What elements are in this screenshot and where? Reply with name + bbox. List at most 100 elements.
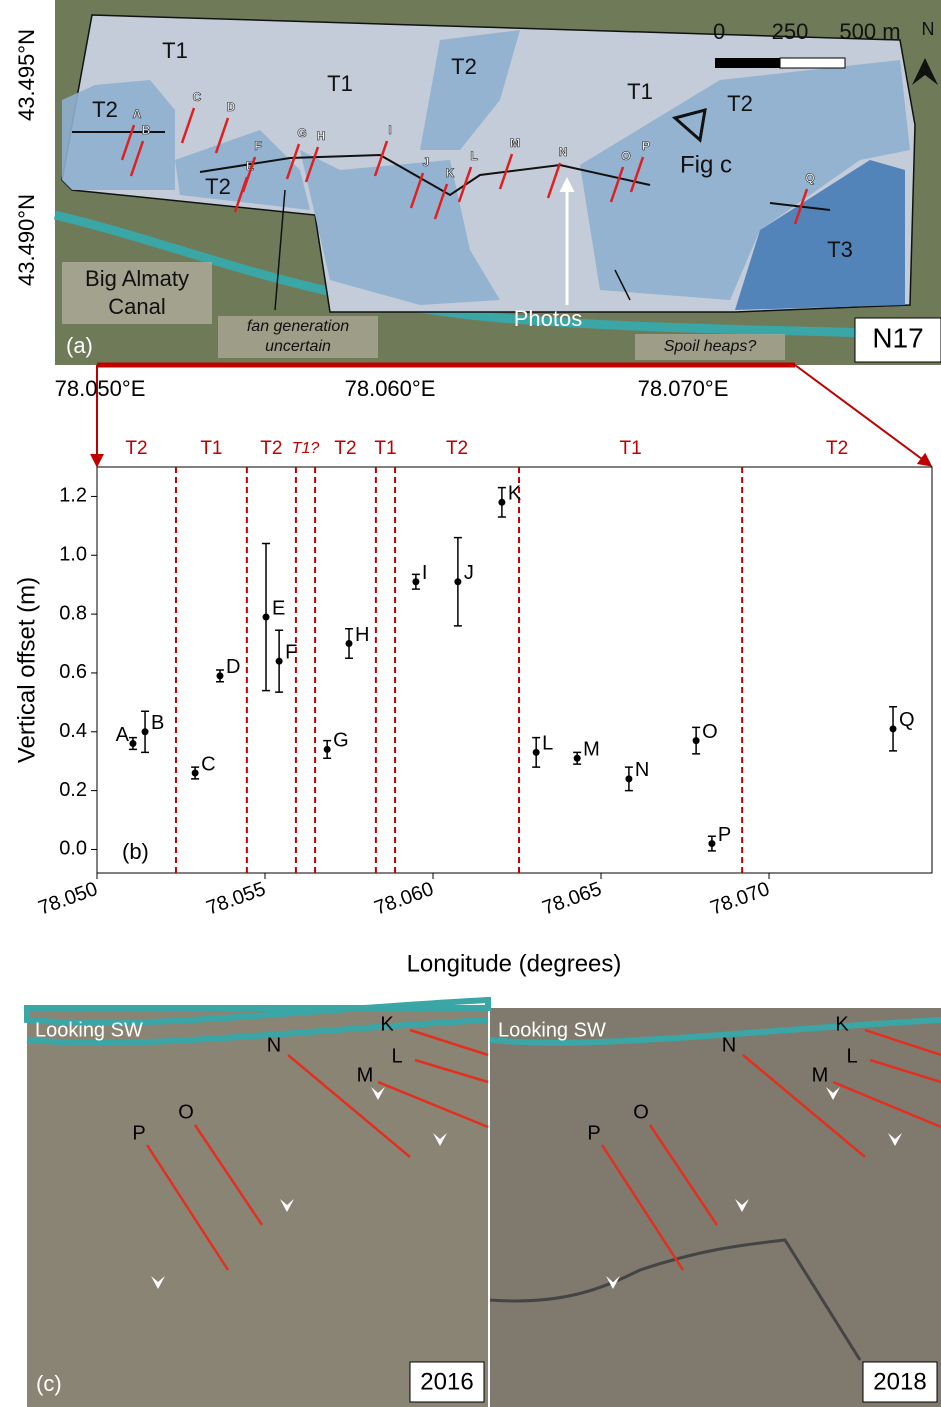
fault-label: F xyxy=(254,139,261,153)
data-point xyxy=(693,737,700,744)
y-tick-label: 0.2 xyxy=(59,779,87,801)
point-label: D xyxy=(226,656,240,678)
terrace-label: T1 xyxy=(627,79,653,104)
point-label: G xyxy=(333,730,349,752)
photo-fault-label: P xyxy=(132,1122,145,1144)
terrace-label: T1 xyxy=(327,71,353,96)
point-label: M xyxy=(583,739,600,761)
photo-fault-label: K xyxy=(380,1013,394,1035)
terrace-label: T2 xyxy=(451,54,477,79)
data-point xyxy=(454,578,461,585)
point-label: P xyxy=(718,824,731,846)
x-tick-label: 78.050 xyxy=(36,878,101,920)
extent-arrow xyxy=(795,365,930,465)
fault-label: J xyxy=(423,155,430,169)
photo-year: 2016 xyxy=(420,1368,473,1395)
fault-label: C xyxy=(193,90,202,104)
point-label: J xyxy=(464,562,474,584)
photo-2018 xyxy=(490,1008,941,1407)
data-point xyxy=(574,755,581,762)
y-tick-label: 0.6 xyxy=(59,661,87,683)
lon-label: 78.060°E xyxy=(345,376,436,401)
terrace-label: T1 xyxy=(162,38,188,63)
data-point xyxy=(412,578,419,585)
lat-label: 43.495°N xyxy=(14,29,39,121)
canal-label: Big Almaty xyxy=(85,266,189,291)
lat-label: 43.490°N xyxy=(14,194,39,286)
data-point xyxy=(533,749,540,756)
fault-label: I xyxy=(388,123,391,137)
point-label: E xyxy=(272,597,285,619)
terrace-label: T2 xyxy=(727,91,753,116)
segment-label: T1 xyxy=(619,438,641,459)
photo-fault-label: N xyxy=(722,1034,736,1056)
figure: (b) Longitude (degrees) Vertical offset … xyxy=(0,0,941,1407)
point-label: B xyxy=(151,712,164,734)
point-label: K xyxy=(508,483,522,505)
x-tick-label: 78.055 xyxy=(204,878,269,920)
terrace-t2 xyxy=(62,80,175,190)
site-label: N17 xyxy=(872,322,923,353)
point-label: N xyxy=(635,759,649,781)
x-axis-title: Longitude (degrees) xyxy=(407,950,622,977)
fan-note: fan generation xyxy=(247,318,349,335)
segment-label: T2 xyxy=(334,438,356,459)
lon-label: 78.050°E xyxy=(55,376,146,401)
data-point xyxy=(129,740,136,747)
terrace-label: T2 xyxy=(92,97,118,122)
data-point xyxy=(708,840,715,847)
point-label: O xyxy=(702,721,718,743)
photo-year: 2018 xyxy=(873,1368,926,1395)
fault-label: L xyxy=(470,149,477,163)
photo-fault-label: O xyxy=(633,1101,649,1123)
terrace-label: T3 xyxy=(827,237,853,262)
photo-fault-label: L xyxy=(846,1045,857,1067)
segment-label: T2 xyxy=(260,438,282,459)
y-tick-label: 1.0 xyxy=(59,544,87,566)
photo-2016 xyxy=(27,1008,488,1407)
data-point xyxy=(324,746,331,753)
north-label: N xyxy=(922,19,935,39)
fault-label: M xyxy=(510,136,520,150)
fault-label: Q xyxy=(805,171,814,185)
segment-label: T1 xyxy=(374,438,396,459)
y-tick-label: 0.4 xyxy=(59,720,87,742)
panel-label: (b) xyxy=(122,839,149,864)
segment-label: T2 xyxy=(826,438,848,459)
x-tick-label: 78.070 xyxy=(708,878,773,920)
point-label: H xyxy=(355,624,369,646)
segment-label: T1? xyxy=(292,440,320,457)
point-label: L xyxy=(542,733,553,755)
canal-label: Canal xyxy=(108,294,165,319)
fault-label: G xyxy=(297,126,306,140)
segment-label: T1 xyxy=(200,438,222,459)
segment-label: T2 xyxy=(125,438,147,459)
photo-heading: Looking SW xyxy=(498,1019,606,1041)
data-point xyxy=(346,640,353,647)
scale-bar xyxy=(780,58,845,68)
photos-label: Photos xyxy=(514,306,583,331)
point-label: F xyxy=(285,641,297,663)
fault-label: B xyxy=(142,123,151,137)
panel-label: (c) xyxy=(36,1371,62,1396)
photo-heading: Looking SW xyxy=(35,1019,143,1041)
photo-fault-label: N xyxy=(267,1034,281,1056)
data-point xyxy=(276,658,283,665)
scale-bar xyxy=(715,58,780,68)
terrace-label: T2 xyxy=(205,174,231,199)
photo-fault-label: O xyxy=(178,1101,194,1123)
data-point xyxy=(263,614,270,621)
data-point xyxy=(625,775,632,782)
point-label: C xyxy=(201,753,215,775)
point-label: A xyxy=(116,724,130,746)
spoil-label: Spoil heaps? xyxy=(664,338,757,355)
fault-label: A xyxy=(133,107,142,121)
segment-label: T2 xyxy=(446,438,468,459)
fault-label: N xyxy=(559,145,568,159)
fig-ref: Fig c xyxy=(680,151,732,178)
scale-label: 0 xyxy=(713,19,725,44)
fault-label: D xyxy=(227,100,236,114)
data-point xyxy=(192,769,199,776)
photo-fault-label: M xyxy=(812,1064,829,1086)
lon-label: 78.070°E xyxy=(638,376,729,401)
